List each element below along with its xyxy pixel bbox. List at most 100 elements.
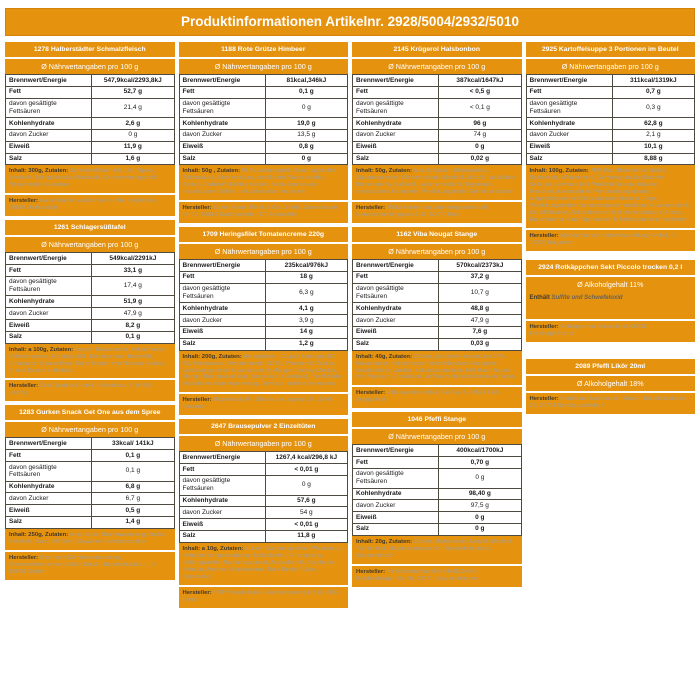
nutrient-value: 11,9 g	[91, 140, 175, 154]
nutrient-value: 74 g	[438, 128, 522, 142]
nutrient-label: Brennwert/Energie	[178, 74, 266, 87]
nutrient-label: davon gesättigte Fettsäuren	[5, 461, 93, 482]
alcohol-subheader: Ø Alkoholgehalt 11%	[525, 277, 695, 293]
nutrient-value: 11,8 g	[264, 529, 348, 543]
nutrient-value: 8,88 g	[611, 152, 695, 166]
ingredients-lead: Inhalt: 50g, Zutaten:	[356, 168, 412, 175]
ingredients-text: 78% Kartoffeln dehydratisiert, Speisesal…	[529, 168, 690, 224]
nutrient-value: 97,5 g	[438, 499, 522, 513]
nutrient-value: 51,9 g	[91, 295, 175, 309]
nutrient-label: davon Zucker	[178, 506, 266, 520]
nutrient-label: davon gesättigte Fettsäuren	[525, 97, 613, 119]
manufacturer-text: TOP Sweets GmbH, Niederlassung Erfurt, 9…	[182, 589, 342, 603]
nutrition-row: Brennwert/Energie 33kcal/ 141kJ	[5, 437, 175, 451]
ingredients-lead: Inhalt: a 10g, Zutaten:	[182, 545, 244, 552]
nutrition-row: davon gesättigte Fettsäuren 0,1 g	[5, 461, 175, 482]
nutrient-label: Salz	[5, 515, 93, 529]
nutrition-row: Salz 1,6 g	[5, 152, 175, 166]
ingredients-block: Inhalt: 250g, Zutaten: eine Gurke, Brann…	[5, 528, 175, 550]
nutrient-value: 0 g	[264, 152, 348, 166]
nutrient-value: 47,9 g	[438, 314, 522, 327]
nutrient-label: davon gesättigte Fettsäuren	[5, 97, 93, 119]
nutrient-label: Salz	[5, 330, 93, 344]
nutrition-table: Brennwert/Energie 235kcal/976kJ Fett 18 g da…	[178, 259, 348, 351]
nutrient-label: Fett	[178, 270, 266, 284]
nutrient-value: 0 g	[438, 140, 522, 154]
nutrition-row: Brennwert/Energie 400kcal/1700kJ	[352, 444, 522, 458]
nutrition-row: Eiweiß 8,2 g	[5, 319, 175, 332]
nutrition-row: Kohlenhydrate 19,0 g	[178, 117, 348, 130]
nutrition-row: Brennwert/Energie 387kcal/1647kJ	[352, 74, 522, 87]
allergen-note-text: Sulfite und Schwefeloxid	[551, 295, 623, 302]
ingredients-lead: Inhalt: 200g, Zutaten:	[182, 353, 242, 360]
nutrition-row: Kohlenhydrate 4,1 g	[178, 302, 348, 316]
nutrition-row: Brennwert/Energie 81kcal,346kJ	[178, 74, 348, 87]
nutrient-value: 6,7 g	[91, 492, 175, 506]
nutrition-table-body: Brennwert/Energie 387kcal/1647kJ Fett < 0,5…	[352, 74, 522, 166]
nutrient-value: 17,4 g	[91, 275, 175, 297]
nutrient-value: 235kcal/976kJ	[264, 259, 348, 272]
nutrition-row: Brennwert/Energie 570kcal/2373kJ	[352, 259, 522, 272]
nutrition-row: davon Zucker 0 g	[5, 128, 175, 142]
nutrient-label: Fett	[352, 270, 440, 284]
nutrient-label: davon Zucker	[352, 499, 440, 513]
nutrient-value: 33kcal/ 141kJ	[91, 437, 175, 451]
nutrition-row: Fett < 0,01 g	[178, 463, 348, 476]
nutrition-row: Fett 0,7 g	[525, 85, 695, 99]
allergen-note: Enthält Sulfite und Schwefeloxid	[525, 292, 695, 320]
nutrient-label: Brennwert/Energie	[178, 451, 266, 465]
manufacturer-lead: Hersteller:	[529, 324, 559, 331]
manufacturer-text: Obst- und Gemüseverarbeitung, Spreewaldk…	[9, 554, 157, 575]
nutrient-label: davon gesättigte Fettsäuren	[178, 282, 266, 304]
nutrient-label: Kohlenhydrate	[178, 494, 266, 508]
manufacturer-lead: Hersteller:	[356, 568, 386, 575]
nutrition-row: Eiweiß 10,1 g	[525, 140, 695, 154]
nutrient-value: 6,8 g	[91, 480, 175, 494]
manufacturer-block: Hersteller: Nordbrand Nordhausen GmbH, B…	[525, 393, 695, 414]
nutrition-subheader: Ø Nährwertangaben pro 100 g	[5, 237, 175, 253]
nutrition-row: Kohlenhydrate 2,6 g	[5, 117, 175, 130]
ingredients-block: Inhalt: 300g, Zutaten: Schweinefleisch (…	[5, 165, 175, 194]
nutrition-row: davon Zucker 6,7 g	[5, 492, 175, 506]
nutrition-row: Fett 0,1 g	[5, 449, 175, 462]
nutrient-value: < 0,1 g	[438, 97, 522, 119]
nutrient-value: 1,2 g	[264, 337, 348, 351]
product-card: 2647 Brausepulver 2 Einzeltüten Ø Nährwe…	[178, 419, 348, 608]
nutrient-label: davon gesättigte Fettsäuren	[352, 467, 440, 489]
nutrient-label: davon Zucker	[352, 314, 440, 327]
nutrient-value: 7,6 g	[438, 325, 522, 339]
allergen-note-lead: Enthält	[529, 295, 550, 302]
manufacturer-lead: Hersteller:	[356, 390, 386, 397]
nutrient-label: Salz	[178, 529, 266, 543]
nutrition-row: davon gesättigte Fettsäuren 0,3 g	[525, 97, 695, 119]
nutrition-row: davon gesättigte Fettsäuren 6,3 g	[178, 282, 348, 304]
product-title: 1278 Halberstädter Schmalzfleisch	[5, 42, 175, 57]
nutrition-row: Fett 0,1 g	[178, 85, 348, 99]
nutrient-label: Brennwert/Energie	[178, 259, 266, 272]
ingredients-lead: Inhalt: 40g, Zutaten:	[356, 353, 412, 360]
nutrient-value: 21,4 g	[91, 97, 175, 119]
nutrient-value: 0,1 g	[91, 461, 175, 482]
nutrient-value: 570kcal/2373kJ	[438, 259, 522, 272]
nutrient-label: Eiweiß	[178, 140, 266, 154]
ingredients-lead: Inhalt: 20g, Zutaten:	[356, 538, 412, 545]
nutrition-row: Kohlenhydrate 57,6 g	[178, 494, 348, 508]
product-title: 1283 Gurken Snack Get One aus dem Spree	[5, 405, 175, 421]
alcohol-subheader: Ø Alkoholgehalt 18%	[525, 376, 695, 392]
ingredients-block: Inhalt: 50g, Zutaten: Anisöl, Zucker, Gl…	[352, 165, 522, 201]
nutrition-row: Fett 37,2 g	[352, 270, 522, 284]
product-title: 1709 Heringsfilet Tomatencreme 220g	[178, 227, 348, 243]
nutrition-row: Eiweiß 0 g	[352, 511, 522, 524]
nutrition-row: davon gesättigte Fettsäuren 0 g	[352, 467, 522, 489]
manufacturer-text: MCM Klosterfrau Vertriebsgesellschaft, G…	[356, 205, 489, 219]
manufacturer-block: Hersteller: Halberstädter Würstchen, Gro…	[5, 195, 175, 217]
ingredients-lead: Inhalt: 250g, Zutaten:	[9, 531, 69, 538]
nutrient-value: 0,8 g	[264, 140, 348, 154]
nutrition-table: Brennwert/Energie 311kcal/1319kJ Fett 0,7 g…	[525, 74, 695, 166]
nutrient-value: 10,7 g	[438, 282, 522, 304]
nutrient-label: Kohlenhydrate	[525, 117, 613, 130]
nutrition-table: Brennwert/Energie 547,9kcal/2293,8kJ Fett 5…	[5, 74, 175, 166]
nutrition-row: Salz 1,2 g	[178, 337, 348, 351]
nutrient-value: 549kcal/2291kJ	[91, 252, 175, 266]
